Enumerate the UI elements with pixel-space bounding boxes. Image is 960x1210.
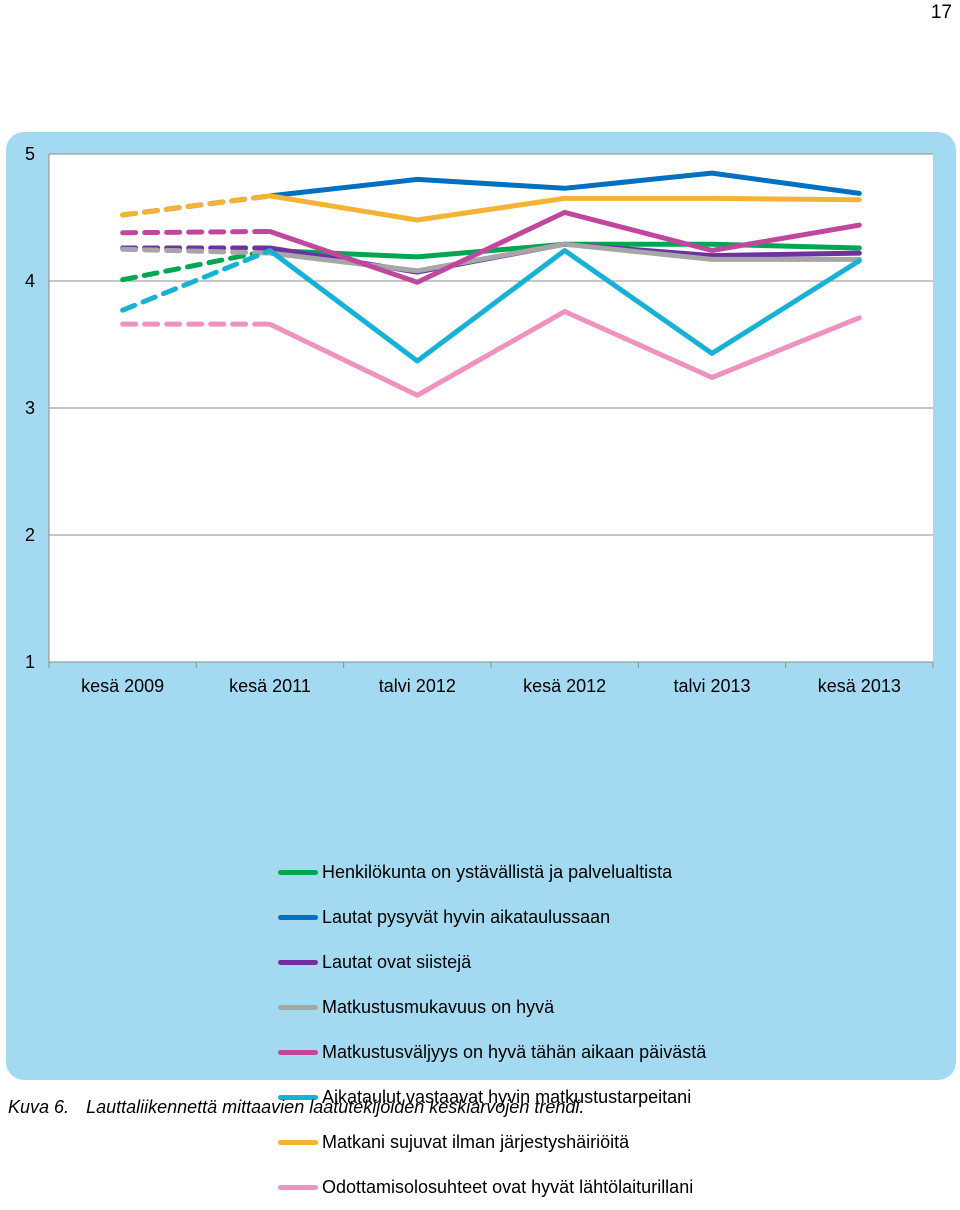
figure-caption: Kuva 6. Lauttaliikennettä mittaavien laa… [8, 1097, 584, 1118]
legend-item: Henkilökunta on ystävällistä ja palvelua… [278, 850, 706, 895]
x-tick-label: kesä 2011 [229, 676, 311, 696]
legend-swatch [278, 1140, 318, 1145]
legend-item: Aikataulut vastaavat hyvin matkustustarp… [278, 1075, 706, 1120]
series-line [267, 209, 862, 285]
legend-label: Matkustusmukavuus on hyvä [322, 997, 555, 1017]
legend-label: Lautat pysyvät hyvin aikataulussaan [322, 907, 611, 927]
legend-label: Matkani sujuvat ilman järjestyshäiriöitä [322, 1132, 630, 1152]
legend-item: Matkani sujuvat ilman järjestyshäiriöitä [278, 1120, 706, 1165]
page-number: 17 [930, 2, 952, 23]
x-tick-label: kesä 2012 [523, 676, 606, 696]
legend-item: Matkustusväljyys on hyvä tähän aikaan pä… [278, 1030, 706, 1075]
series-line [267, 193, 862, 223]
y-tick-label: 2 [25, 525, 35, 545]
chart-panel: 1 2 3 4 5 kesä 2009 kesä 2011 talvi 2012 kesä 20… [6, 132, 956, 1197]
legend-swatch [278, 1050, 318, 1055]
legend-item: Odottamisolosuhteet ovat hyvät lähtölait… [278, 1165, 706, 1210]
y-tick-label: 3 [25, 398, 35, 418]
series-dashed-segment [120, 246, 273, 256]
legend: Henkilökunta on ystävällistä ja palvelua… [278, 850, 706, 1210]
x-tick-label: kesä 2013 [818, 676, 901, 696]
series-dashed-segment [120, 193, 273, 218]
series-dashed-segment [120, 248, 273, 313]
x-tick-label: talvi 2013 [673, 676, 750, 696]
legend-label: Aikataulut vastaavat hyvin matkustustarp… [322, 1087, 692, 1107]
legend-swatch [278, 870, 318, 875]
series-line [267, 170, 862, 199]
legend-swatch [278, 915, 318, 920]
x-tick-label: talvi 2012 [379, 676, 456, 696]
caption-label: Kuva 6. [8, 1097, 70, 1117]
legend-swatch [278, 1095, 318, 1100]
legend-swatch [278, 1185, 318, 1190]
caption-text: Lauttaliikennettä mittaavien laatutekijö… [86, 1097, 585, 1117]
y-tick-label: 5 [25, 144, 35, 164]
series-dashed-segment [120, 248, 273, 283]
series-lines [120, 170, 862, 398]
x-tick-label: kesä 2009 [81, 676, 164, 696]
legend-label: Odottamisolosuhteet ovat hyvät lähtölait… [322, 1177, 694, 1197]
legend-swatch [278, 1005, 318, 1010]
legend-item: Lautat ovat siistejä [278, 940, 706, 985]
legend-item: Matkustusmukavuus on hyvä [278, 985, 706, 1030]
legend-item: Lautat pysyvät hyvin aikataulussaan [278, 895, 706, 940]
legend-swatch [278, 960, 318, 965]
series-line [267, 248, 862, 364]
legend-label: Matkustusväljyys on hyvä tähän aikaan pä… [322, 1042, 707, 1062]
legend-label: Lautat ovat siistejä [322, 952, 472, 972]
legend-label: Henkilökunta on ystävällistä ja palvelua… [322, 862, 673, 882]
line-chart: 1 2 3 4 5 kesä 2009 kesä 2011 talvi 2012 kesä 20… [25, 144, 934, 696]
series-dashed-segment [120, 228, 273, 236]
axes: 1 2 3 4 5 kesä 2009 kesä 2011 talvi 2012 kesä 20… [25, 144, 934, 696]
y-tick-label: 1 [25, 652, 35, 672]
series-line [267, 309, 862, 398]
y-tick-label: 4 [25, 271, 35, 291]
